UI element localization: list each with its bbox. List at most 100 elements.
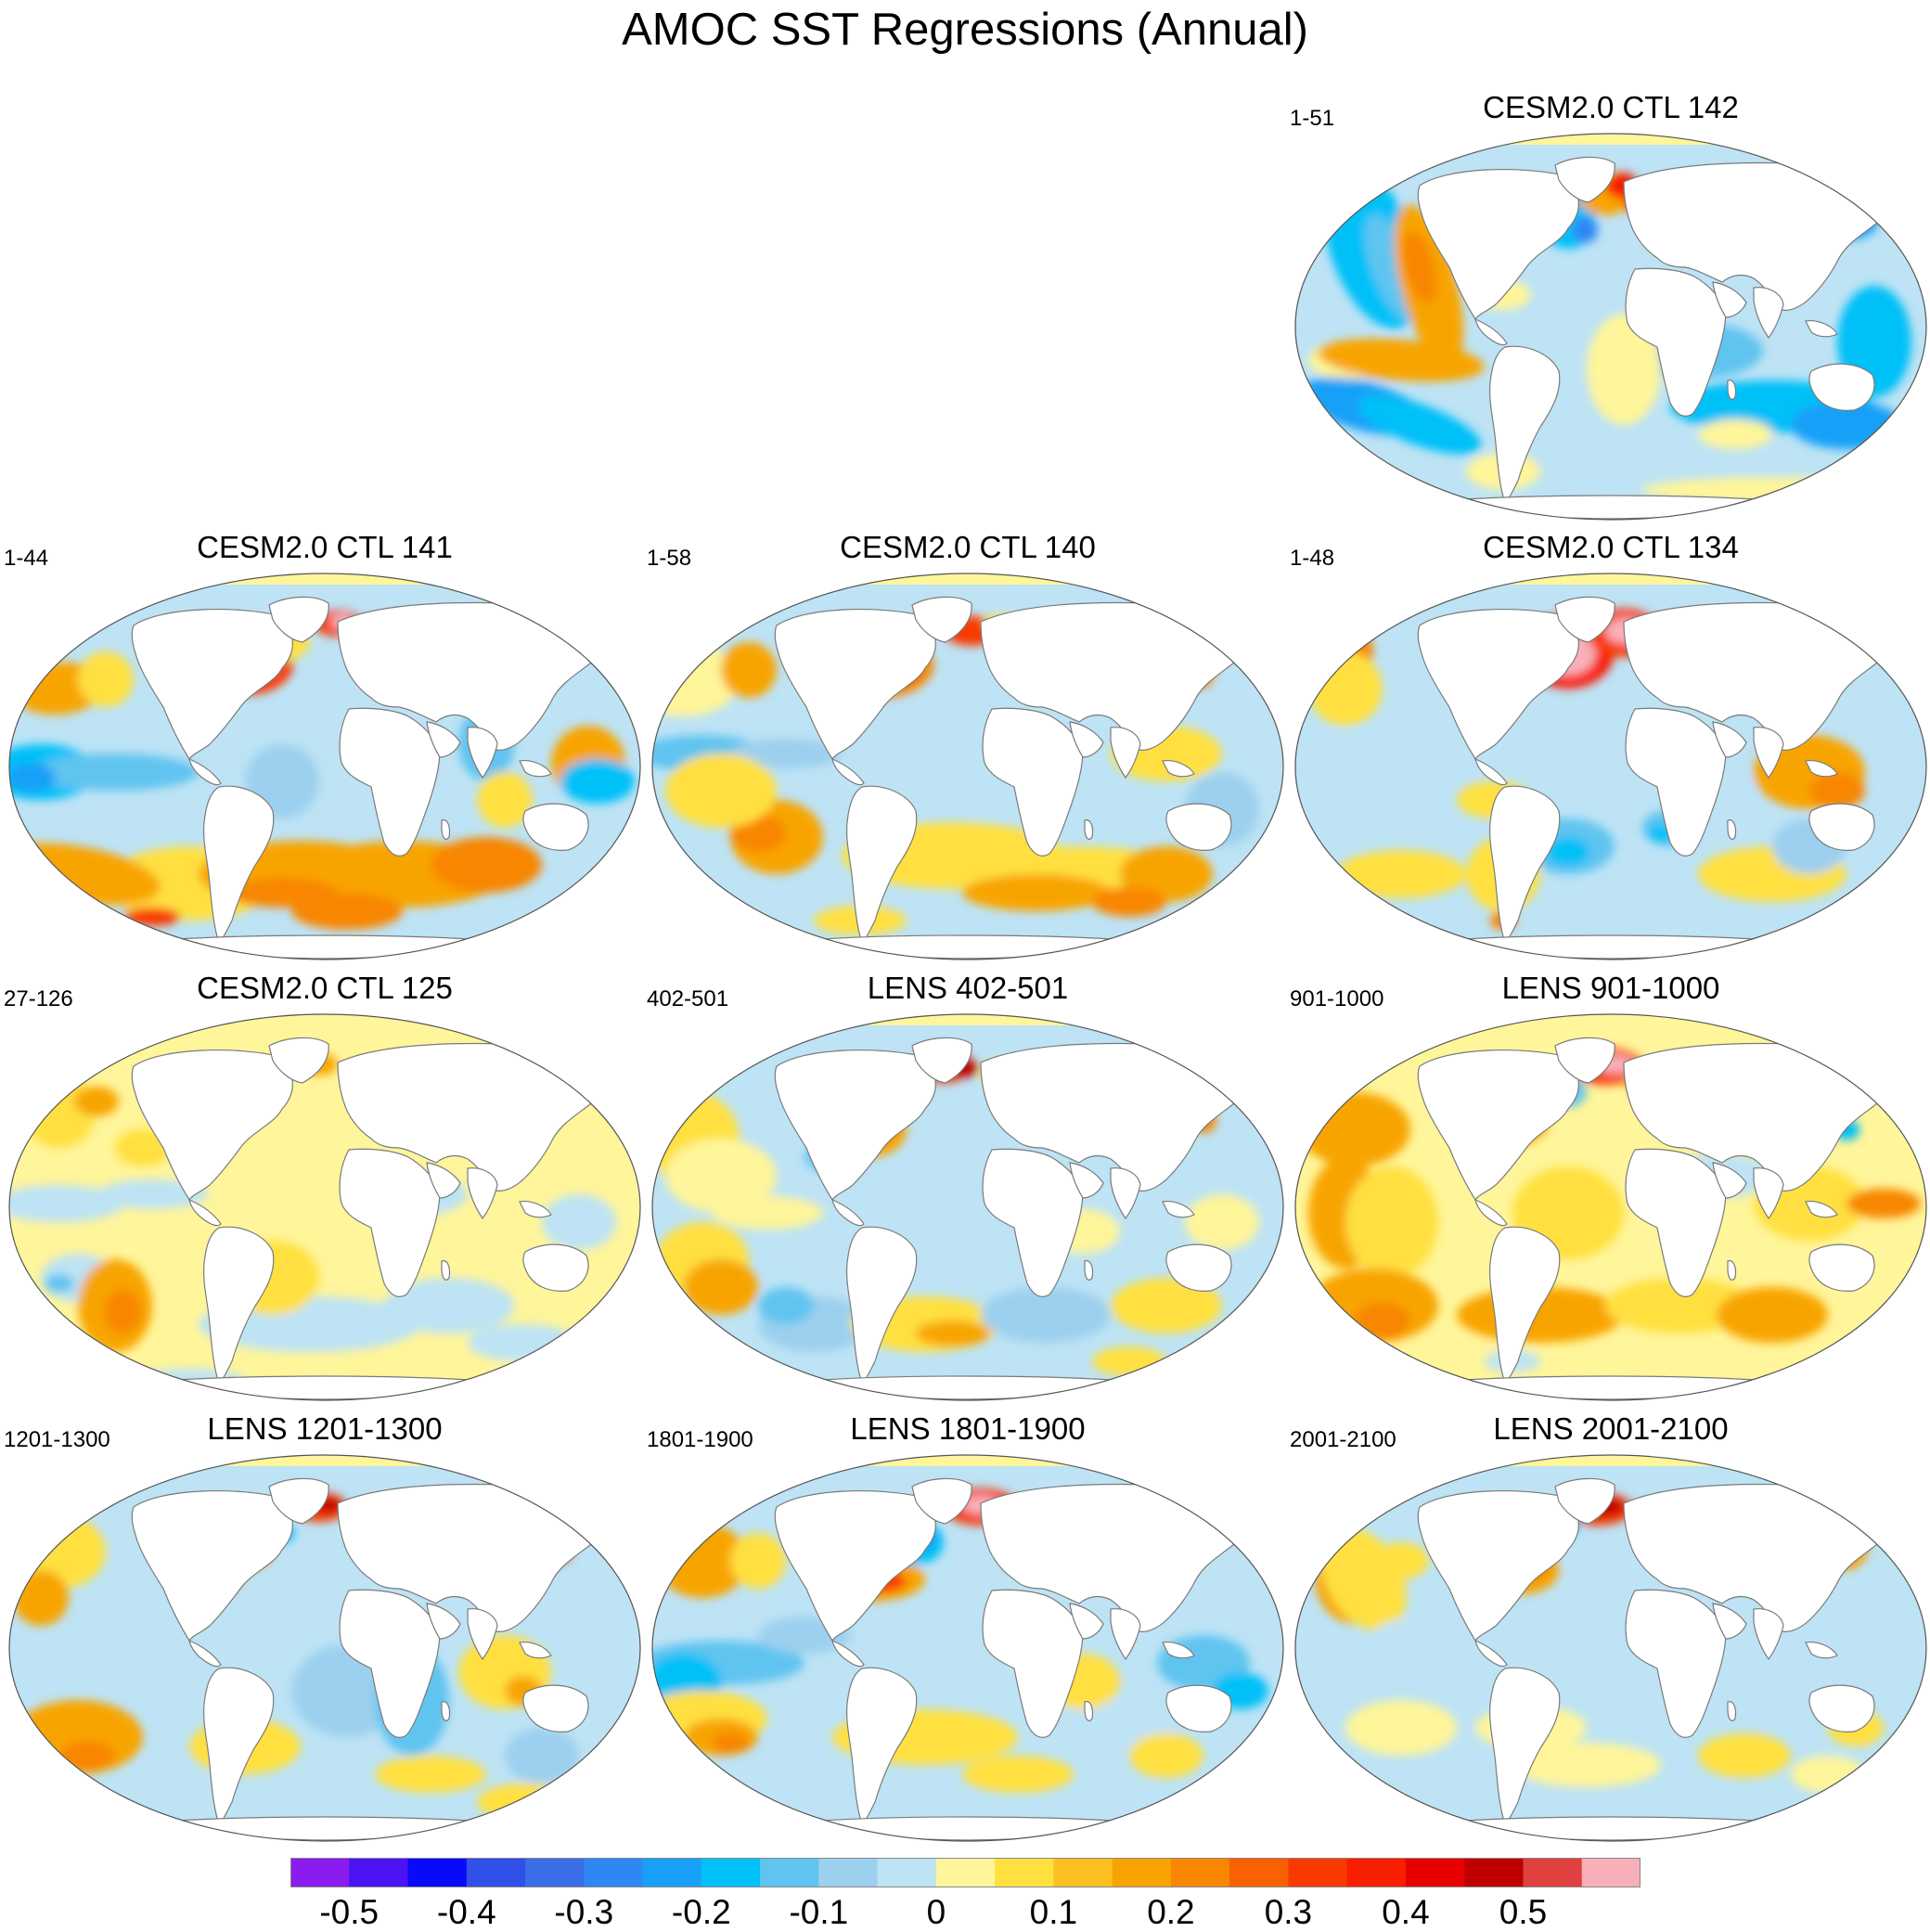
anomaly-patch [384, 1278, 514, 1333]
world-map [8, 1454, 641, 1842]
anomaly-patch [1512, 1743, 1661, 1787]
anomaly-patch [9, 1185, 124, 1222]
colorbar-swatch [1581, 1858, 1640, 1887]
land-mass [1554, 156, 1615, 203]
land-mass [794, 1375, 1139, 1400]
anomaly-patch [1605, 1278, 1754, 1333]
anomaly-patch [59, 1741, 115, 1771]
world-map [1294, 573, 1927, 960]
colorbar-swatch [935, 1858, 996, 1887]
map-panel-5: CESM2.0 CTL 125 27-126 [4, 970, 646, 1406]
anomaly-patch [124, 908, 180, 926]
colorbar-swatch [642, 1858, 702, 1887]
anomaly-patch [1185, 1194, 1259, 1250]
land-mass [1437, 1375, 1782, 1400]
land-mass [1474, 757, 1508, 786]
colorbar-tick-label: -0.2 [671, 1893, 731, 1931]
colorbar-swatch [349, 1858, 409, 1887]
land-mass [1753, 1608, 1784, 1661]
panel-range-label: 1-48 [1290, 546, 1335, 571]
land-mass [1625, 1148, 1727, 1297]
colorbar-tick-label: 0.3 [1264, 1893, 1313, 1931]
land-mass [1162, 1642, 1195, 1659]
map-panel-10: LENS 2001-2100 2001-2100 [1290, 1410, 1930, 1847]
land-mass [1489, 1667, 1561, 1826]
land-mass [1165, 803, 1232, 851]
map-panel-3: CESM2.0 CTL 140 1-58 [647, 529, 1289, 965]
land-mass [1625, 707, 1727, 857]
land-mass [1805, 320, 1838, 338]
panel-range-label: 1801-1900 [647, 1427, 753, 1452]
land-mass [151, 934, 496, 960]
map-border [651, 573, 1284, 960]
anomaly-patch [1345, 1166, 1438, 1278]
colorbar-tick-label: 0.4 [1382, 1893, 1430, 1931]
anomaly-patch [1698, 1733, 1791, 1778]
colorbar-swatch [1288, 1858, 1348, 1887]
arctic-band [9, 1455, 640, 1466]
land-mass [522, 803, 589, 851]
land-mass [846, 1667, 918, 1826]
land-mass [1474, 1639, 1508, 1668]
colorbar-swatch [760, 1858, 819, 1887]
anomaly-patch [1345, 1700, 1457, 1756]
anomaly-patch [1355, 1302, 1410, 1339]
land-mass [268, 596, 329, 643]
land-mass [1084, 1260, 1094, 1281]
panel-title: CESM2.0 CTL 140 [840, 530, 1096, 564]
land-mass [426, 1603, 461, 1640]
land-mass [1753, 1167, 1784, 1220]
land-mass [1625, 267, 1727, 417]
land-mass [339, 1589, 441, 1738]
anomaly-patch [1809, 772, 1865, 809]
land-mass [1727, 380, 1737, 400]
world-map [8, 1013, 641, 1401]
land-mass [1489, 1226, 1561, 1385]
anomaly-patch [291, 893, 403, 930]
continents [774, 1037, 1252, 1400]
arctic-band [9, 1014, 640, 1025]
land-mass [1084, 819, 1094, 840]
panel-range-label: 1-51 [1290, 106, 1335, 131]
colorbar-swatch [877, 1858, 937, 1887]
land-mass [1753, 287, 1784, 340]
land-mass [1110, 1167, 1141, 1220]
land-mass [1808, 1243, 1875, 1292]
anomaly-patch [45, 1274, 74, 1293]
land-mass [1474, 1198, 1508, 1227]
colorbar-tick-label: 0.2 [1147, 1893, 1195, 1931]
panel-title: CESM2.0 CTL 134 [1483, 530, 1739, 564]
colorbar-swatch [701, 1858, 761, 1887]
panel-title: LENS 2001-2100 [1493, 1411, 1729, 1446]
land-mass [1554, 1037, 1615, 1084]
anomaly-patch [468, 1324, 579, 1361]
anomaly-patch [1546, 837, 1590, 867]
land-mass [1712, 1162, 1747, 1199]
arctic-band [1295, 573, 1926, 585]
map-border [8, 1013, 641, 1401]
anomaly-patch [375, 1756, 486, 1793]
land-mass [268, 1477, 329, 1525]
anomaly-patch [730, 1533, 786, 1589]
land-mass [1084, 1701, 1094, 1721]
land-mass [1437, 1816, 1782, 1841]
land-mass [982, 707, 1084, 857]
map-panel-6: LENS 402-501 402-501 [647, 970, 1289, 1406]
panel-title: LENS 402-501 [867, 971, 1069, 1005]
land-mass [1437, 495, 1782, 520]
anomaly-patch [1318, 338, 1485, 382]
land-mass [1165, 1243, 1232, 1292]
land-mass [203, 1667, 275, 1826]
land-mass [1712, 1603, 1747, 1640]
anomaly-patch [1092, 887, 1166, 917]
map-panel-8: LENS 1201-1300 1201-1300 [4, 1410, 646, 1847]
anomaly-patch [96, 1179, 208, 1209]
anomaly-patch [13, 1570, 69, 1626]
land-mass [831, 1198, 865, 1227]
land-mass [831, 1639, 865, 1668]
anomaly-patch [477, 772, 533, 828]
panel-range-label: 1-58 [647, 546, 692, 571]
panel-range-label: 901-1000 [1290, 986, 1384, 1011]
colorbar-tick-label: 0.5 [1499, 1893, 1548, 1931]
anomaly-patch [9, 763, 56, 792]
